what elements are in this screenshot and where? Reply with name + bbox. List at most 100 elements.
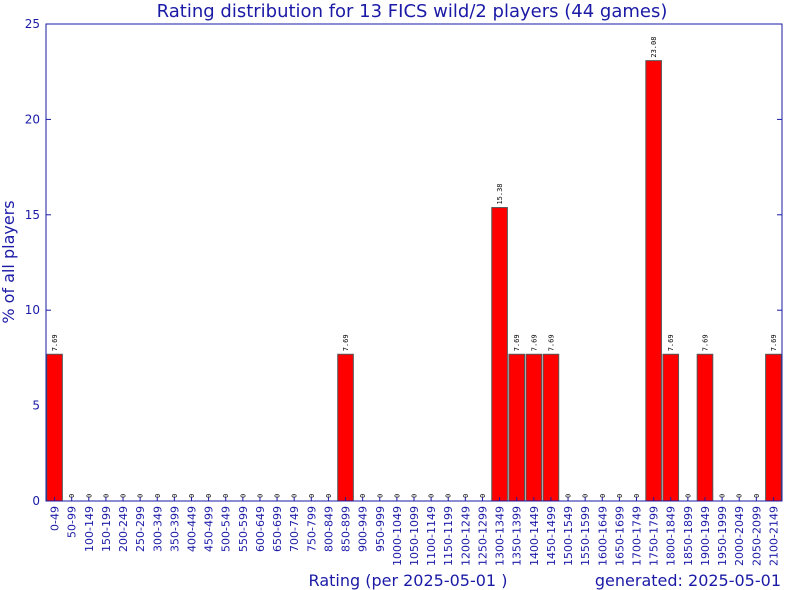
data-label: 0	[308, 494, 316, 498]
x-tick-label: 650-699	[271, 506, 284, 552]
x-tick-label: 1100-1149	[425, 506, 438, 566]
data-label: 7.69	[770, 334, 778, 351]
x-axis: 0-49 50-99 100-149 150-199 200-249 250-299 300…	[49, 497, 780, 566]
data-label: 0	[393, 494, 401, 498]
x-tick-label: 450-499	[203, 506, 216, 552]
x-tick-label: 1200-1249	[459, 506, 472, 566]
data-label: 0	[582, 494, 590, 498]
x-tick-label: 2000-2049	[733, 506, 746, 566]
plot-frame	[45, 23, 783, 502]
chart-title: Rating distribution for 13 FICS wild/2 p…	[157, 1, 668, 22]
y-tick-label: 25	[25, 17, 40, 31]
x-tick-label: 400-449	[185, 506, 198, 552]
x-tick-label: 2050-2099	[750, 506, 763, 566]
x-tick-label: 1150-1199	[442, 506, 455, 566]
x-tick-label: 1400-1449	[528, 506, 541, 566]
x-tick-label: 600-649	[254, 506, 267, 552]
generated-date: generated: 2025-05-01	[595, 571, 781, 590]
x-tick-label: 200-249	[117, 506, 130, 552]
data-label: 0	[428, 494, 436, 498]
data-label: 15.38	[496, 183, 504, 204]
x-tick-label: 1250-1299	[476, 506, 489, 566]
data-label: 0	[137, 494, 145, 498]
data-label: 0	[633, 494, 641, 498]
data-label: 0	[565, 494, 573, 498]
x-tick-label: 1650-1699	[613, 506, 626, 566]
bar	[542, 353, 560, 502]
data-label: 7.69	[667, 334, 675, 351]
x-axis-title: Rating (per 2025-05-01 )	[309, 571, 508, 590]
x-tick-label: 900-949	[357, 506, 370, 552]
data-label: 0	[222, 494, 230, 498]
bar	[645, 60, 662, 502]
bars: 7.69 0 0 0 0 0 0 0 0 0 0 0 0 0 0 0 0 7.69 0 0 0 0 0 0 0 0 15.38 7.6…	[46, 37, 782, 502]
x-tick-label: 700-749	[288, 506, 301, 552]
x-tick-label: 1750-1799	[648, 506, 661, 566]
bar	[491, 207, 508, 502]
y-tick-label: 0	[32, 494, 40, 508]
data-label: 0	[599, 494, 607, 498]
data-label: 7.69	[701, 334, 709, 351]
bar	[696, 353, 714, 502]
x-tick-label: 500-549	[220, 506, 233, 552]
data-label: 0	[616, 494, 624, 498]
data-label: 0	[154, 494, 162, 498]
y-tick-label: 15	[25, 208, 40, 222]
x-tick-label: 300-349	[151, 506, 164, 552]
y-tick-label: 5	[32, 399, 40, 413]
y-axis: 0 5 10 15 20 25	[25, 17, 782, 508]
data-label: 7.69	[51, 334, 59, 351]
x-tick-label: 0-49	[49, 506, 62, 531]
data-label: 23.08	[650, 37, 658, 58]
data-label: 0	[256, 494, 264, 498]
data-label: 0	[719, 494, 727, 498]
data-label: 0	[274, 494, 282, 498]
bar	[508, 353, 526, 502]
x-tick-label: 850-899	[340, 506, 353, 552]
data-label: 0	[188, 494, 196, 498]
y-tick-label: 20	[25, 112, 40, 126]
x-tick-label: 2100-2149	[767, 506, 780, 566]
x-tick-label: 1350-1399	[511, 506, 524, 566]
x-tick-label: 150-199	[100, 506, 113, 552]
bar	[525, 353, 543, 502]
x-tick-label: 950-999	[374, 506, 387, 552]
x-tick-label: 1500-1549	[562, 506, 575, 566]
y-tick-label: 10	[25, 303, 40, 317]
data-label: 0	[359, 494, 367, 498]
data-label: 7.69	[342, 334, 350, 351]
data-label: 0	[68, 494, 76, 498]
bar	[46, 353, 63, 502]
data-label: 0	[85, 494, 93, 498]
x-tick-label: 1050-1099	[408, 506, 421, 566]
data-label: 0	[102, 494, 110, 498]
x-tick-label: 1300-1349	[494, 506, 507, 566]
x-tick-label: 1950-1999	[716, 506, 729, 566]
data-label: 0	[291, 494, 299, 498]
x-tick-label: 1450-1499	[545, 506, 558, 566]
data-label: 0	[684, 494, 692, 498]
x-tick-label: 1600-1649	[596, 506, 609, 566]
bar	[337, 353, 354, 502]
data-label: 0	[376, 494, 384, 498]
data-label: 0	[445, 494, 453, 498]
data-label: 0	[171, 494, 179, 498]
x-tick-label: 800-849	[322, 506, 335, 552]
x-tick-label: 1850-1899	[682, 506, 695, 566]
x-tick-label: 1700-1749	[631, 506, 644, 566]
data-label: 7.69	[530, 334, 538, 351]
data-label: 7.69	[513, 334, 521, 351]
bar	[662, 353, 680, 502]
data-label: 0	[411, 494, 419, 498]
x-tick-label: 750-799	[305, 506, 318, 552]
x-tick-label: 1900-1949	[699, 506, 712, 566]
x-tick-label: 50-99	[66, 506, 79, 538]
y-axis-title: % of all players	[0, 200, 18, 323]
data-label: 0	[239, 494, 247, 498]
data-label: 0	[736, 494, 744, 498]
data-label: 0	[479, 494, 487, 498]
data-label: 0	[325, 494, 333, 498]
x-tick-label: 250-299	[134, 506, 147, 552]
data-label: 7.69	[547, 334, 555, 351]
